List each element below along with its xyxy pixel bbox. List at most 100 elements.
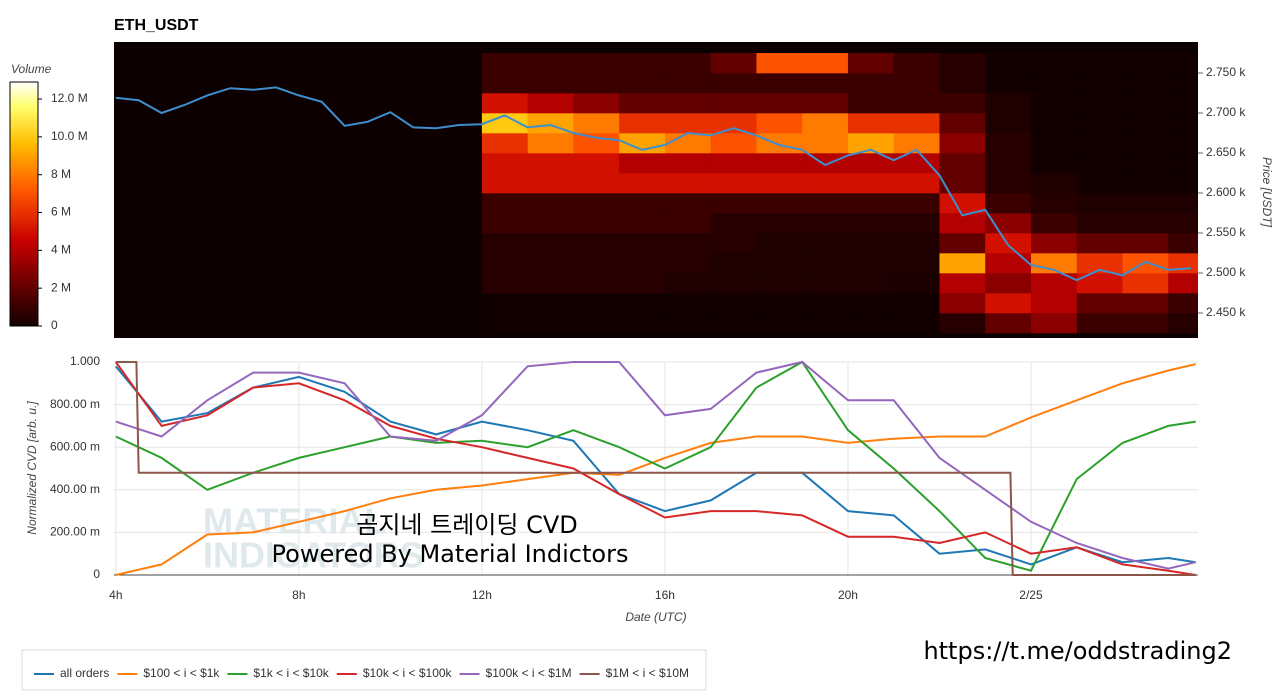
heatmap-cell [1030, 293, 1078, 314]
heatmap-cell [1030, 233, 1078, 254]
colorbar-tick-label: 8 M [51, 167, 71, 181]
heatmap-cell [1076, 233, 1123, 254]
heatmap-cell [1030, 173, 1078, 194]
chart-title: ETH_USDT [114, 17, 199, 34]
heatmap-cell [1076, 293, 1123, 314]
heatmap-cell [939, 253, 986, 274]
heatmap-cell [481, 193, 528, 214]
heatmap-cell [1122, 73, 1169, 94]
heatmap-cell [847, 313, 895, 334]
heatmap-cell [1122, 313, 1169, 334]
heatmap-cell [527, 73, 574, 94]
heatmap-cell [756, 53, 803, 74]
heatmap-cell [527, 193, 574, 214]
series-line [115, 360, 1196, 570]
heatmap-cell [1076, 213, 1123, 234]
heatmap-cell [939, 173, 986, 194]
heatmap-cell [1122, 153, 1169, 174]
heatmap-cell [481, 233, 528, 254]
heatmap-cell [664, 193, 711, 214]
y-tick-label: 2.500 k [1206, 265, 1246, 279]
heatmap-cell [893, 173, 940, 194]
heatmap-cell [619, 113, 666, 134]
heatmap-cell [710, 193, 757, 214]
heatmap-cell [847, 113, 895, 134]
x-tick-label: 4h [109, 588, 122, 602]
heatmap-cell [985, 313, 1032, 334]
legend-label: $1M < i < $10M [606, 666, 689, 680]
heatmap-cell [573, 213, 620, 234]
heatmap-cell [939, 133, 986, 154]
heatmap-cell [893, 153, 940, 174]
heatmap-cell [1168, 133, 1198, 154]
heatmap-cell [710, 133, 757, 154]
heatmap-cell [985, 233, 1032, 254]
heatmap-cell [710, 173, 757, 194]
heatmap-cell [985, 173, 1032, 194]
heatmap-cell [481, 273, 528, 294]
heatmap-cell [573, 133, 620, 154]
heatmap-cell [1122, 93, 1169, 114]
heatmap-cell [756, 233, 803, 254]
heatmap-cell [939, 273, 986, 294]
heatmap-cell [1122, 113, 1169, 134]
y-tick-label: 2.750 k [1206, 65, 1246, 79]
heatmap-cell [481, 153, 528, 174]
x-tick-label: 2/25 [1019, 588, 1043, 602]
heatmap-cell [756, 153, 803, 174]
heatmap-cell [710, 153, 757, 174]
heatmap-cell [664, 273, 711, 294]
price-line [115, 86, 1192, 282]
colorbar [9, 81, 39, 327]
heatmap-cell [481, 213, 528, 234]
legend-label: $100k < i < $1M [486, 666, 572, 680]
heatmap-cell [1122, 193, 1169, 214]
y-axis-label: Normalized CVD [arb. u.] [25, 401, 39, 535]
heatmap-cell [802, 313, 849, 334]
heatmap-cell [847, 173, 895, 194]
heatmap-cell [1122, 53, 1169, 74]
heatmap-cell [893, 193, 940, 214]
heatmap-cell [1168, 113, 1198, 134]
heatmap-cell [893, 293, 940, 314]
heatmap-cell [1076, 133, 1123, 154]
heatmap-cell [1168, 213, 1198, 234]
heatmap-cell [847, 273, 895, 294]
legend-label: $1k < i < $10k [253, 666, 329, 680]
heatmap-cell [1168, 273, 1198, 294]
heatmap-cell [1168, 53, 1198, 74]
heatmap-cell [619, 253, 666, 274]
plot-background [114, 362, 1198, 575]
heatmap-cell [1076, 173, 1123, 194]
series-line [115, 365, 1196, 566]
heatmap-cell [1168, 93, 1198, 114]
annotation: https://t.me/oddstrading2 [923, 637, 1232, 665]
heatmap-cell [939, 193, 986, 214]
heatmap-cell [1030, 113, 1078, 134]
heatmap-cell [756, 193, 803, 214]
heatmap-cell [573, 173, 620, 194]
heatmap-cell [573, 293, 620, 314]
heatmap-cell [985, 293, 1032, 314]
heatmap-cell [481, 313, 528, 334]
heatmap-cell [573, 193, 620, 214]
y-tick-label: 2.450 k [1206, 305, 1246, 319]
heatmap-cell [1076, 93, 1123, 114]
heatmap-cell [1076, 113, 1123, 134]
heatmap-cell [1168, 233, 1198, 254]
heatmap-cell [1076, 53, 1123, 74]
heatmap-cell [573, 153, 620, 174]
heatmap-cell [802, 273, 849, 294]
heatmap-cell [1030, 193, 1078, 214]
colorbar-tick-label: 6 M [51, 205, 71, 219]
heatmap-cell [985, 193, 1032, 214]
heatmap-cell [527, 153, 574, 174]
heatmap-cell [893, 233, 940, 254]
heatmap-cell [893, 273, 940, 294]
heatmap-cell [893, 53, 940, 74]
heatmap-cell [893, 133, 940, 154]
heatmap-cell [756, 73, 803, 94]
heatmap-cell [756, 313, 803, 334]
y-tick-label: 2.600 k [1206, 185, 1246, 199]
heatmap-cell [527, 293, 574, 314]
